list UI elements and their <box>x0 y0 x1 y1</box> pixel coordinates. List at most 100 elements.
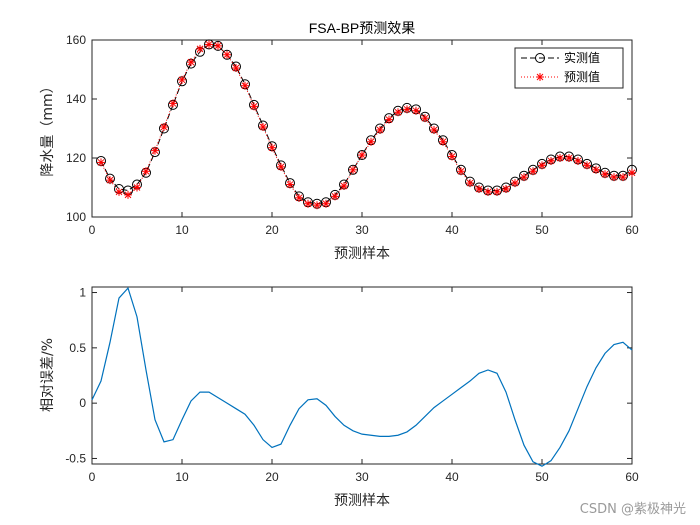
point-measured <box>213 40 223 51</box>
chart-top-xtick-label: 60 <box>625 223 639 237</box>
chart-bottom-series <box>91 286 633 467</box>
chart-top: FSA-BP预测效果 0 10 20 30 40 50 60 100 120 140 160 预测样… <box>40 20 639 262</box>
legend-label-measured: 实测值 <box>564 50 600 65</box>
chart-top-ticks: 0 10 20 30 40 50 60 100 120 140 160 <box>66 33 639 237</box>
chart-bottom-xtick-label: 40 <box>445 470 459 484</box>
point-predicted <box>241 81 249 90</box>
point-measured <box>348 164 358 175</box>
chart-bottom-xtick-label: 50 <box>535 470 549 484</box>
chart-bottom-xtick-label: 60 <box>625 470 639 484</box>
point-predicted <box>457 167 465 176</box>
chart-top-ytick-label: 140 <box>66 92 86 106</box>
point-predicted <box>142 167 150 176</box>
point-predicted <box>214 41 222 50</box>
chart-top-xtick-label: 40 <box>445 223 459 237</box>
point-predicted <box>196 44 204 53</box>
point-predicted <box>97 158 105 167</box>
chart-bottom-xtick-label: 20 <box>265 470 279 484</box>
point-predicted <box>187 58 195 67</box>
point-predicted <box>430 125 438 134</box>
chart-bottom-axes-box <box>91 286 633 465</box>
point-predicted <box>385 115 393 124</box>
point-predicted <box>160 123 168 132</box>
chart-top-ytick-label: 100 <box>66 210 86 224</box>
chart-bottom-ytick-label: 1 <box>79 286 86 300</box>
point-predicted <box>619 173 627 182</box>
chart-bottom-ytick-label: 0.5 <box>69 341 86 355</box>
point-predicted <box>421 114 429 123</box>
point-predicted <box>286 180 294 189</box>
point-predicted <box>529 167 537 176</box>
point-predicted <box>169 99 177 108</box>
point-predicted <box>124 190 132 199</box>
point-predicted <box>367 137 375 146</box>
point-predicted <box>178 75 186 84</box>
legend-marker-predicted <box>536 73 544 81</box>
chart-top-series <box>96 39 637 210</box>
point-predicted <box>592 165 600 174</box>
point-predicted <box>610 173 618 182</box>
chart-bottom-xtick-label: 30 <box>355 470 369 484</box>
chart-top-xtick-label: 50 <box>535 223 549 237</box>
chart-top-xtick-label: 20 <box>265 223 279 237</box>
point-predicted <box>358 151 366 160</box>
chart-bottom-ytick-label: -0.5 <box>65 451 86 465</box>
point-predicted <box>565 154 573 162</box>
point-predicted <box>466 179 474 188</box>
chart-top-legend: 实测值 预测值 <box>514 47 624 89</box>
point-predicted <box>331 192 339 201</box>
point-predicted <box>223 50 231 59</box>
chart-top-ytick-label: 120 <box>66 151 86 165</box>
chart-top-xtick-label: 10 <box>175 223 189 237</box>
point-predicted <box>412 106 420 115</box>
series-line-predicted <box>100 43 633 206</box>
point-predicted <box>403 105 411 114</box>
point-predicted <box>277 162 285 171</box>
legend-label-predicted: 预测值 <box>564 69 600 84</box>
series-line-relative-error <box>91 286 633 467</box>
point-predicted <box>115 187 123 196</box>
point-predicted <box>322 199 330 208</box>
point-predicted <box>151 146 159 155</box>
point-predicted <box>628 168 636 177</box>
point-predicted <box>439 137 447 146</box>
point-predicted <box>520 173 528 182</box>
point-predicted <box>484 187 492 196</box>
point-predicted <box>448 152 456 161</box>
point-predicted <box>205 40 213 49</box>
chart-top-ytick-label: 160 <box>66 33 86 47</box>
point-predicted <box>538 161 546 170</box>
point-predicted <box>340 182 348 191</box>
point-predicted <box>502 184 510 193</box>
chart-top-xlabel: 预测样本 <box>334 246 390 262</box>
point-predicted <box>106 176 114 185</box>
point-predicted <box>511 179 519 188</box>
chart-bottom-ylabel: 相对误差/% <box>40 338 56 412</box>
point-predicted <box>250 102 258 111</box>
point-predicted <box>259 123 267 132</box>
point-measured <box>222 49 232 60</box>
chart-top-title: FSA-BP预测效果 <box>309 20 416 36</box>
watermark: CSDN @紫极神光 <box>579 502 686 517</box>
series-line-measured <box>100 43 633 205</box>
point-predicted <box>547 156 555 165</box>
chart-bottom-ytick-label: 0 <box>79 396 86 410</box>
point-predicted <box>376 125 384 134</box>
legend-marker-measured <box>535 53 545 63</box>
point-predicted <box>493 187 501 196</box>
chart-bottom-ticks: 0 10 20 30 40 50 60-0.500.51 <box>65 286 639 484</box>
chart-bottom: 0 10 20 30 40 50 60-0.500.51 预测样本 相对误差/% <box>40 286 639 509</box>
point-predicted <box>304 199 312 208</box>
point-predicted <box>232 64 240 73</box>
chart-top-xtick-label: 30 <box>355 223 369 237</box>
point-predicted <box>583 161 591 170</box>
point-predicted <box>394 108 402 117</box>
point-measured <box>357 150 367 161</box>
point-predicted <box>556 154 564 162</box>
point-predicted <box>475 184 483 193</box>
point-predicted <box>133 183 141 192</box>
chart-bottom-xtick-label: 10 <box>175 470 189 484</box>
chart-top-xtick-label: 0 <box>89 223 96 237</box>
point-predicted <box>574 156 582 165</box>
chart-bottom-xtick-label: 0 <box>89 470 96 484</box>
